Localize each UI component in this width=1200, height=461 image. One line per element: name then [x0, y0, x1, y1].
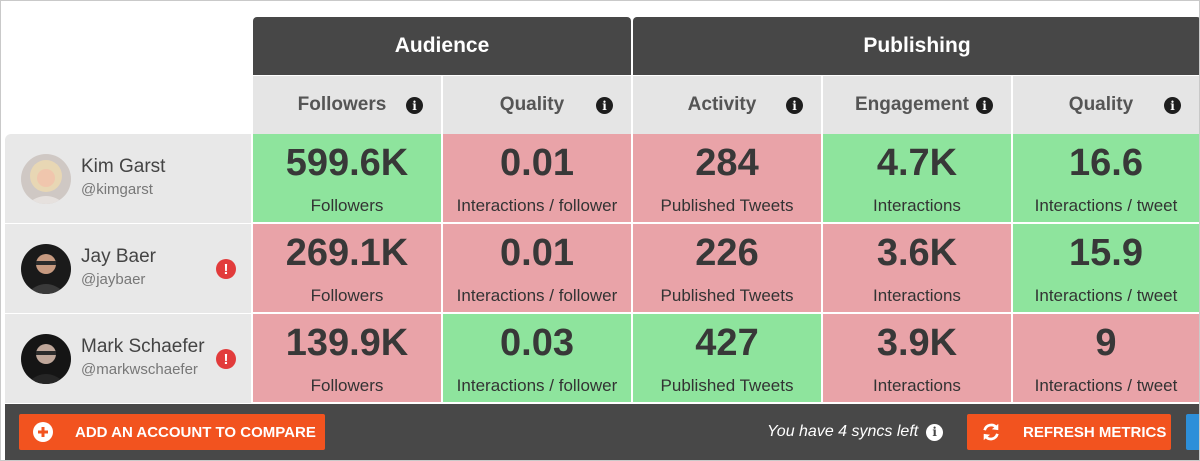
metric-cell: 0.01 Interactions / follower	[443, 224, 633, 313]
info-icon[interactable]: i	[596, 97, 613, 114]
metric-unit: Interactions / tweet	[1034, 376, 1178, 395]
info-icon[interactable]: i	[1164, 97, 1181, 114]
info-icon[interactable]: i	[786, 97, 803, 114]
metric-unit: Published Tweets	[660, 286, 794, 305]
metric-value: 3.9K	[876, 322, 958, 364]
profile-row-mark-schaefer[interactable]: Mark Schaefer @markwschaefer !	[5, 314, 251, 404]
col-followers-label: Followers	[297, 94, 387, 115]
metric-value: 226	[695, 232, 759, 274]
profile-column: Kim Garst @kimgarst Jay Baer @jaybaer !	[5, 134, 251, 404]
info-icon[interactable]: i	[406, 97, 423, 114]
metric-unit: Interactions / tweet	[1034, 286, 1178, 305]
metric-value: 0.01	[500, 142, 574, 184]
metric-cell: 9 Interactions / tweet	[1013, 314, 1199, 403]
syncs-remaining: You have 4 syncs left i	[767, 423, 944, 441]
profile-handle: @markwschaefer	[81, 361, 198, 378]
profile-handle: @jaybaer	[81, 271, 146, 288]
metric-cell: 0.03 Interactions / follower	[443, 314, 633, 403]
info-icon[interactable]: i	[976, 97, 993, 114]
metric-unit: Published Tweets	[660, 196, 794, 215]
metric-unit: Followers	[310, 376, 384, 395]
metric-cell: 139.9K Followers	[253, 314, 443, 403]
metric-cell: 599.6K Followers	[253, 134, 443, 223]
add-account-button[interactable]: ADD AN ACCOUNT TO COMPARE	[19, 414, 325, 450]
metric-unit: Interactions / follower	[456, 196, 618, 215]
profile-row-jay-baer[interactable]: Jay Baer @jaybaer !	[5, 224, 251, 314]
refresh-metrics-label: REFRESH METRICS	[1023, 423, 1167, 441]
metric-value: 15.9	[1069, 232, 1143, 274]
col-header-engagement: Engagement i	[823, 76, 1013, 134]
col-header-audience-quality: Quality i	[443, 76, 633, 134]
metric-cell: 0.01 Interactions / follower	[443, 134, 633, 223]
metric-value: 269.1K	[285, 232, 409, 274]
refresh-icon	[981, 422, 1001, 442]
metric-unit: Interactions / follower	[456, 286, 618, 305]
col-activity-label: Activity	[687, 94, 757, 115]
info-icon[interactable]: i	[926, 423, 944, 441]
profile-row-kim-garst[interactable]: Kim Garst @kimgarst	[5, 134, 251, 224]
metric-value: 0.03	[500, 322, 574, 364]
group-header-audience: Audience	[253, 17, 631, 75]
metric-unit: Interactions	[873, 196, 961, 215]
group-header-publishing: Publishing	[633, 17, 1199, 75]
alert-icon[interactable]: !	[216, 259, 236, 279]
metric-cell: 16.6 Interactions / tweet	[1013, 134, 1199, 223]
col-publishing-quality-label: Quality	[1068, 94, 1134, 115]
metric-unit: Interactions / follower	[456, 376, 618, 395]
syncs-text: You have 4 syncs left	[767, 423, 919, 440]
metric-cell: 269.1K Followers	[253, 224, 443, 313]
metric-value: 427	[695, 322, 759, 364]
metric-cell: 284 Published Tweets	[633, 134, 823, 223]
profile-name: Kim Garst	[81, 156, 166, 177]
col-audience-quality-label: Quality	[499, 94, 565, 115]
metric-unit: Published Tweets	[660, 376, 794, 395]
metric-cell: 3.9K Interactions	[823, 314, 1013, 403]
metric-cell: 3.6K Interactions	[823, 224, 1013, 313]
metric-value: 0.01	[500, 232, 574, 274]
metric-unit: Interactions	[873, 376, 961, 395]
plus-circle-icon	[33, 422, 53, 442]
alert-icon[interactable]: !	[216, 349, 236, 369]
col-engagement-label: Engagement	[854, 94, 970, 115]
metric-value: 9	[1095, 322, 1117, 364]
metric-value: 4.7K	[876, 142, 958, 184]
col-header-activity: Activity i	[633, 76, 823, 134]
partial-blue-button[interactable]	[1186, 414, 1199, 450]
avatar	[21, 334, 71, 384]
metric-value: 3.6K	[876, 232, 958, 274]
metric-value: 139.9K	[285, 322, 409, 364]
metric-value: 284	[695, 142, 759, 184]
avatar	[21, 154, 71, 204]
metric-cell: 4.7K Interactions	[823, 134, 1013, 223]
metric-cell: 15.9 Interactions / tweet	[1013, 224, 1199, 313]
refresh-metrics-button[interactable]: REFRESH METRICS	[967, 414, 1171, 450]
metric-value: 599.6K	[285, 142, 409, 184]
footer-bar: ADD AN ACCOUNT TO COMPARE You have 4 syn…	[5, 404, 1199, 460]
avatar-image	[21, 154, 71, 204]
metric-unit: Interactions	[873, 286, 961, 305]
profile-name: Mark Schaefer	[81, 336, 205, 357]
profile-handle: @kimgarst	[81, 181, 153, 198]
group-audience-label: Audience	[394, 34, 490, 57]
col-header-publishing-quality: Quality i	[1013, 76, 1199, 134]
metric-cell: 226 Published Tweets	[633, 224, 823, 313]
metric-cell: 427 Published Tweets	[633, 314, 823, 403]
avatar-image	[21, 244, 71, 294]
metric-unit: Followers	[310, 196, 384, 215]
metric-unit: Followers	[310, 286, 384, 305]
avatar	[21, 244, 71, 294]
group-publishing-label: Publishing	[863, 34, 971, 57]
metric-value: 16.6	[1069, 142, 1143, 184]
col-header-followers: Followers i	[253, 76, 443, 134]
profile-name: Jay Baer	[81, 246, 156, 267]
avatar-image	[21, 334, 71, 384]
add-account-label: ADD AN ACCOUNT TO COMPARE	[75, 423, 316, 441]
metric-unit: Interactions / tweet	[1034, 196, 1178, 215]
